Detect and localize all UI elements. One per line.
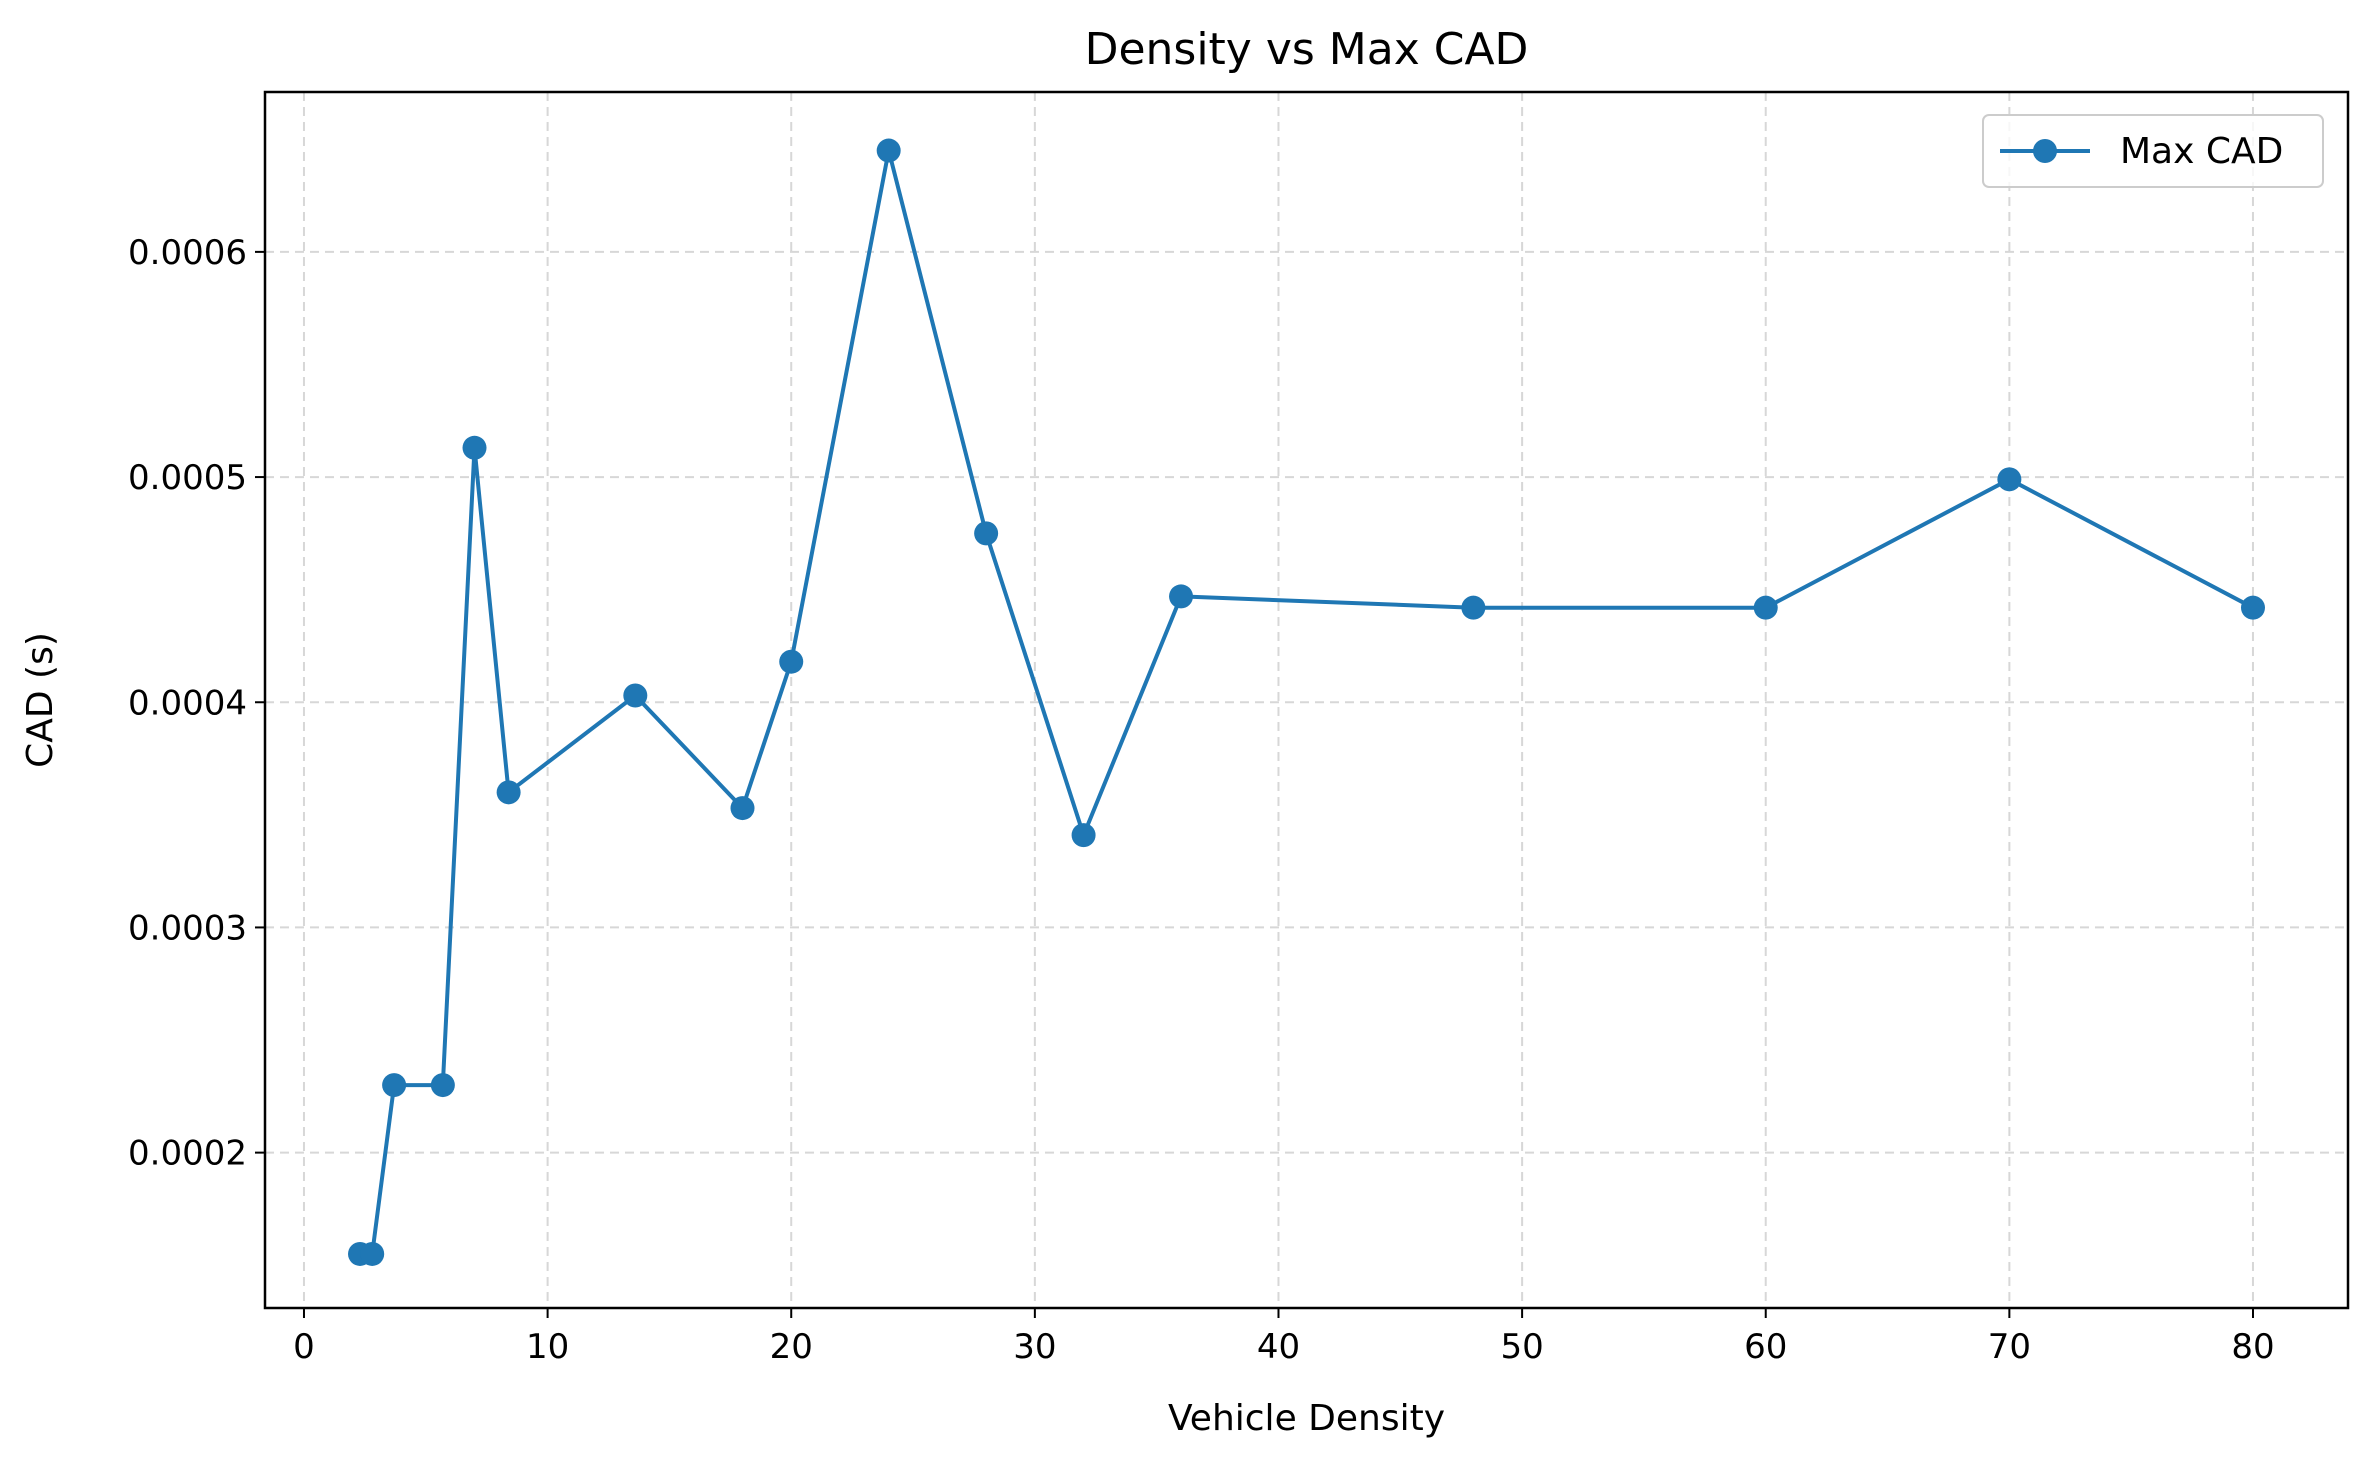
data-point bbox=[1169, 584, 1194, 609]
y-tick-label: 0.0006 bbox=[128, 233, 247, 273]
data-point bbox=[430, 1073, 455, 1098]
data-point bbox=[462, 435, 487, 460]
legend: Max CAD bbox=[1982, 114, 2324, 188]
legend-box bbox=[1982, 114, 2324, 188]
y-tick-label: 0.0004 bbox=[128, 683, 247, 723]
data-point bbox=[2240, 595, 2265, 620]
y-axis-label: CAD (s) bbox=[20, 632, 61, 768]
x-axis-ticks: 0 10 20 30 40 50 60 70 80 bbox=[293, 1308, 2275, 1367]
x-tick-label: 60 bbox=[1744, 1327, 1787, 1367]
data-point bbox=[1997, 467, 2022, 492]
x-tick-label: 30 bbox=[1013, 1327, 1056, 1367]
x-tick-label: 70 bbox=[1988, 1327, 2031, 1367]
plot-area-frame bbox=[263, 90, 2350, 1310]
data-point bbox=[876, 138, 901, 163]
data-point bbox=[623, 683, 648, 708]
series-marker-layer bbox=[348, 138, 2265, 1266]
x-tick-label: 0 bbox=[293, 1327, 315, 1367]
chart-title: Density vs Max CAD bbox=[1085, 24, 1529, 75]
data-point bbox=[360, 1241, 385, 1266]
x-tick-label: 40 bbox=[1257, 1327, 1300, 1367]
x-axis-label: Vehicle Density bbox=[1168, 1398, 1445, 1439]
data-point bbox=[382, 1073, 407, 1098]
data-point bbox=[496, 780, 521, 805]
data-point bbox=[1071, 823, 1096, 848]
data-point bbox=[1461, 595, 1486, 620]
x-tick-label: 10 bbox=[526, 1327, 569, 1367]
data-point bbox=[974, 521, 999, 546]
legend-marker-swatch bbox=[2033, 139, 2057, 163]
y-tick-label: 0.0003 bbox=[128, 908, 247, 948]
grid bbox=[265, 92, 2348, 1308]
x-tick-label: 50 bbox=[1500, 1327, 1543, 1367]
x-tick-label: 80 bbox=[2231, 1327, 2274, 1367]
x-tick-label: 20 bbox=[770, 1327, 813, 1367]
data-point bbox=[779, 649, 804, 674]
data-point bbox=[1753, 595, 1778, 620]
data-point bbox=[730, 796, 755, 821]
y-tick-label: 0.0002 bbox=[128, 1134, 247, 1174]
y-tick-label: 0.0005 bbox=[128, 458, 247, 498]
y-axis-ticks: 0.0002 0.0003 0.0004 0.0005 0.0006 bbox=[128, 233, 265, 1174]
legend-label-max-cad: Max CAD bbox=[2120, 131, 2283, 172]
